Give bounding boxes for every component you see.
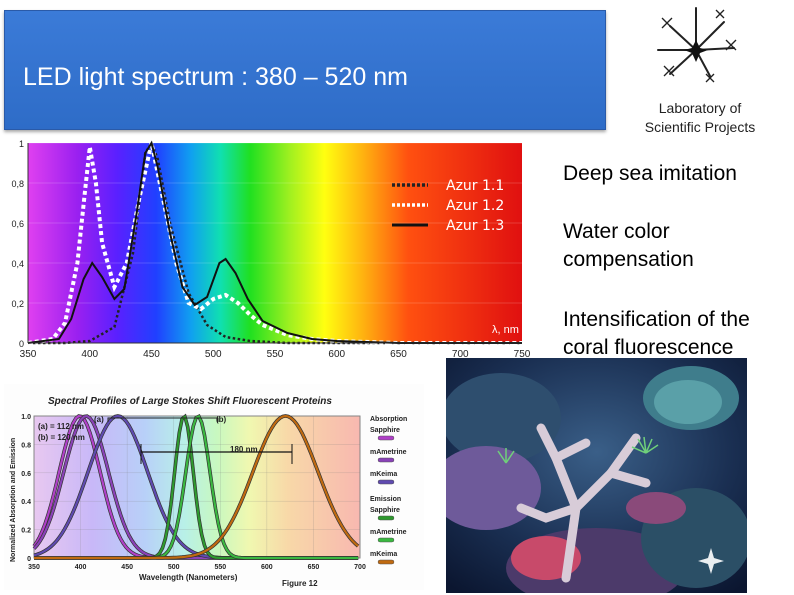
profiles-legend-swatch: [377, 457, 395, 463]
bullet-list: Deep sea imitation Water color compensat…: [563, 160, 791, 392]
spectrum-x-tick-label: 750: [514, 349, 531, 360]
spectrum-y-tick-label: 0,2: [11, 299, 24, 309]
profiles-legend-heading: Emission: [370, 496, 401, 503]
profiles-y-tick-label: 0.8: [21, 442, 31, 449]
profiles-annotation: (a): [94, 415, 104, 424]
coral-photo: [446, 358, 747, 593]
spectrum-x-tick-label: 650: [390, 349, 407, 360]
profiles-legend-heading: Absorption: [370, 416, 407, 423]
profiles-x-tick-label: 700: [354, 564, 366, 571]
profiles-y-tick-label: 0.2: [21, 528, 31, 535]
profiles-legend-label: mAmetrine: [370, 449, 407, 456]
profiles-x-tick-label: 550: [214, 564, 226, 571]
profiles-x-tick-label: 600: [261, 564, 273, 571]
profiles-legend-swatch: [377, 537, 395, 543]
profiles-x-tick-label: 500: [168, 564, 180, 571]
spectrum-series-line: [27, 142, 522, 345]
profiles-x-tick-label: 350: [28, 564, 40, 571]
spectrum-y-tick-label: 1: [19, 139, 24, 149]
spectrum-series-line: [27, 140, 522, 344]
profiles-legend-label: Sapphire: [370, 507, 400, 514]
bullet-item: Intensification of the coral fluorescenc…: [563, 308, 750, 359]
spectrum-legend-label: Azur 1.1: [446, 178, 504, 194]
profiles-legend-swatch: [377, 479, 395, 485]
profiles-legend-label: mKeima: [370, 471, 397, 478]
profiles-legend-label: mAmetrine: [370, 529, 407, 536]
spectrum-y-tick-label: 0,4: [11, 259, 24, 269]
bullet-item: Deep sea imitation: [563, 162, 737, 185]
profiles-y-tick-label: 0.6: [21, 471, 31, 478]
profiles-legend-label: Sapphire: [370, 427, 400, 434]
spectrum-y-tick-label: 0,6: [11, 219, 24, 229]
profiles-x-tick-label: 450: [121, 564, 133, 571]
profiles-annotation: (b) = 120 nm: [38, 433, 85, 442]
spectrum-x-tick-label: 400: [81, 349, 98, 360]
fluorescent-profiles-chart: Spectral Profiles of Large Stokes Shift …: [4, 384, 424, 590]
profiles-x-tick-label: 400: [75, 564, 87, 571]
spectrum-x-tick-label: 700: [452, 349, 469, 360]
spectrum-series-line: [28, 140, 522, 345]
spectrum-unit-label: λ, nm: [492, 324, 519, 336]
profiles-xlabel: Wavelength (Nanometers): [139, 573, 238, 582]
profiles-y-tick-label: 0: [27, 556, 31, 563]
profiles-legend-label: mKeima: [370, 551, 397, 558]
led-spectrum-chart: 350 400 450 500 550 600 650 700 750 0 0,2 0,4 0,6 0,8…: [11, 139, 531, 360]
lab-label: Laboratory of Scientific Projects: [644, 100, 756, 135]
profiles-caption: Figure 12: [282, 579, 318, 588]
spectrum-y-tick-label: 0: [19, 339, 24, 349]
profiles-ylabel: Normalized Absorption and Emission: [10, 438, 17, 562]
profiles-annotation: 180 nm: [230, 445, 258, 454]
title-bar: LED light spectrum : 380 – 520 nm: [4, 10, 606, 130]
spectrum-legend-label: Azur 1.3: [446, 218, 504, 234]
spectrum-x-tick-label: 450: [143, 349, 160, 360]
profiles-x-tick-label: 650: [308, 564, 320, 571]
spectrum-background: [28, 143, 522, 343]
spectrum-legend-label: Azur 1.2: [446, 198, 504, 214]
slide-title: LED light spectrum : 380 – 520 nm: [23, 63, 408, 91]
bracket-line: [107, 417, 219, 422]
spectrum-x-tick-label: 550: [267, 349, 284, 360]
profiles-annotation: (a) = 112 nm: [38, 422, 84, 431]
spectrum-x-tick-label: 600: [328, 349, 345, 360]
spectrum-x-tick-label: 500: [205, 349, 222, 360]
profiles-legend-swatch: [377, 515, 395, 521]
profiles-legend-swatch: [377, 435, 395, 441]
profiles-y-tick-label: 0.4: [21, 499, 31, 506]
bullet-item: Water color compensation: [563, 220, 694, 271]
lab-logo-icon: [657, 7, 737, 83]
spectrum-x-tick-label: 350: [20, 349, 37, 360]
profiles-y-tick-label: 1.0: [21, 414, 31, 421]
spectrum-y-tick-label: 0,8: [11, 179, 24, 189]
profiles-series-line: [34, 414, 359, 560]
profiles-annotation: (b): [216, 415, 227, 424]
profiles-legend-swatch: [377, 559, 395, 565]
profiles-title: Spectral Profiles of Large Stokes Shift …: [48, 396, 332, 407]
